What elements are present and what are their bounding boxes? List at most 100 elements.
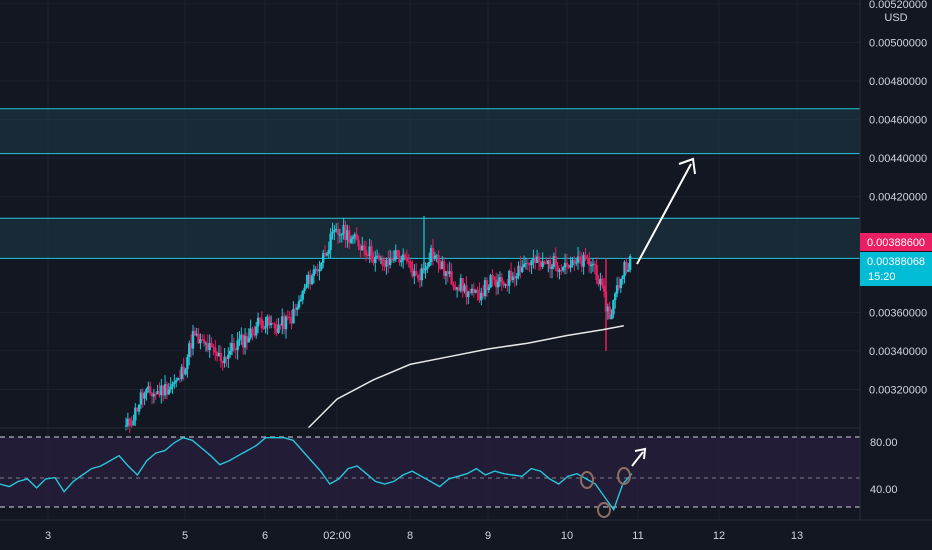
candle-body-115 — [338, 234, 342, 236]
candle-body-191 — [480, 293, 483, 301]
candle-body-234 — [560, 269, 563, 271]
candle-body-193 — [483, 280, 487, 297]
candle-body-182 — [463, 285, 466, 292]
candle-body-239 — [569, 265, 572, 268]
candle-body-240 — [571, 260, 574, 266]
price-tick-6: 0.00360000 — [869, 307, 927, 319]
candle-body-9 — [141, 392, 144, 399]
candle-body-152 — [407, 261, 410, 263]
candle-body-22 — [165, 384, 169, 395]
time-axis[interactable] — [0, 520, 860, 550]
candle-body-119 — [346, 230, 349, 240]
candle-body-249 — [588, 258, 591, 266]
candle-body-197 — [491, 275, 494, 278]
candle-body-210 — [515, 276, 518, 279]
candle-body-88 — [288, 316, 291, 319]
candle-body-173 — [446, 271, 450, 275]
projection-arrow — [636, 157, 696, 265]
candle-body-221 — [535, 256, 539, 263]
candle-body-78 — [269, 323, 273, 326]
candle-body-158 — [418, 278, 422, 281]
candle-body-144 — [392, 259, 396, 261]
candle-body-154 — [411, 268, 414, 277]
candle-body-96 — [303, 287, 306, 291]
candle-body-248 — [586, 258, 589, 260]
candle-body-72 — [258, 317, 262, 319]
candle-body-110 — [329, 233, 332, 251]
candle-body-132 — [370, 246, 373, 260]
candle-body-206 — [508, 270, 511, 286]
candle-body-186 — [470, 288, 474, 293]
candle-body-105 — [320, 262, 323, 270]
candle-body-188 — [474, 289, 477, 293]
candle-body-28 — [176, 378, 180, 381]
candle-body-243 — [576, 256, 580, 263]
current-price-badge: 0.00388068 15:20 — [860, 252, 932, 286]
candle-body-103 — [316, 269, 319, 272]
candle-body-230 — [552, 255, 556, 267]
candle-body-27 — [175, 380, 178, 383]
candle-body-45 — [208, 342, 211, 351]
candle-body-261 — [610, 314, 613, 320]
price-tick-3: 0.00460000 — [869, 115, 927, 127]
candle-body-228 — [548, 260, 552, 269]
candle-body-108 — [325, 253, 329, 256]
candle-body-153 — [409, 261, 412, 269]
candle-body-165 — [431, 247, 435, 259]
candle-body-109 — [327, 250, 330, 254]
candle-body-44 — [206, 343, 210, 351]
candle-body-176 — [452, 284, 455, 287]
candle-body-218 — [530, 260, 533, 266]
candle-body-63 — [241, 334, 245, 348]
candle-body-2 — [128, 418, 131, 426]
candle-body-19 — [160, 385, 163, 396]
candle-body-40 — [199, 339, 202, 344]
candle-body-114 — [336, 228, 340, 235]
candle-body-201 — [498, 277, 502, 282]
candle-body-180 — [459, 278, 463, 291]
candle-body-77 — [268, 316, 271, 326]
candle-body-117 — [342, 224, 345, 235]
candle-body-267 — [621, 276, 624, 279]
candle-body-68 — [251, 328, 254, 335]
candle-body-3 — [130, 425, 133, 427]
candle-body-39 — [197, 333, 200, 344]
candle-body-170 — [441, 261, 444, 269]
candle-body-211 — [517, 265, 520, 277]
candle-body-189 — [476, 289, 479, 292]
time-tick-9: 13 — [791, 530, 803, 542]
candle-body-100 — [310, 275, 314, 285]
time-tick-3: 02:00 — [323, 530, 351, 542]
candle-body-56 — [228, 350, 232, 355]
candle-body-59 — [234, 348, 237, 351]
candle-body-74 — [262, 328, 265, 330]
candle-body-195 — [487, 287, 490, 291]
candle-body-116 — [340, 234, 343, 236]
candle-body-84 — [281, 316, 284, 326]
candle-body-46 — [210, 342, 213, 347]
time-tick-0: 3 — [45, 530, 51, 542]
candle-body-62 — [240, 334, 243, 339]
candle-body-263 — [614, 293, 617, 301]
candle-body-14 — [150, 393, 154, 397]
candle-body-32 — [184, 369, 187, 375]
candle-body-123 — [353, 234, 357, 237]
candle-body-42 — [202, 339, 206, 344]
candle-body-95 — [301, 290, 304, 300]
candle-body-220 — [534, 258, 537, 263]
candle-body-238 — [567, 264, 570, 268]
candle-body-130 — [366, 255, 370, 257]
candle-body-179 — [457, 287, 461, 291]
candle-body-247 — [584, 255, 587, 259]
candle-body-11 — [145, 388, 148, 394]
candle-body-97 — [305, 284, 308, 288]
candle-body-148 — [400, 260, 403, 263]
candle-body-213 — [521, 267, 524, 272]
candle-body-81 — [275, 328, 278, 333]
current-price-badge-text: 0.00388068 — [867, 256, 925, 268]
candle-body-31 — [182, 366, 185, 375]
candle-body-1 — [126, 418, 130, 426]
candle-body-35 — [189, 343, 193, 349]
candle-body-4 — [132, 420, 135, 426]
